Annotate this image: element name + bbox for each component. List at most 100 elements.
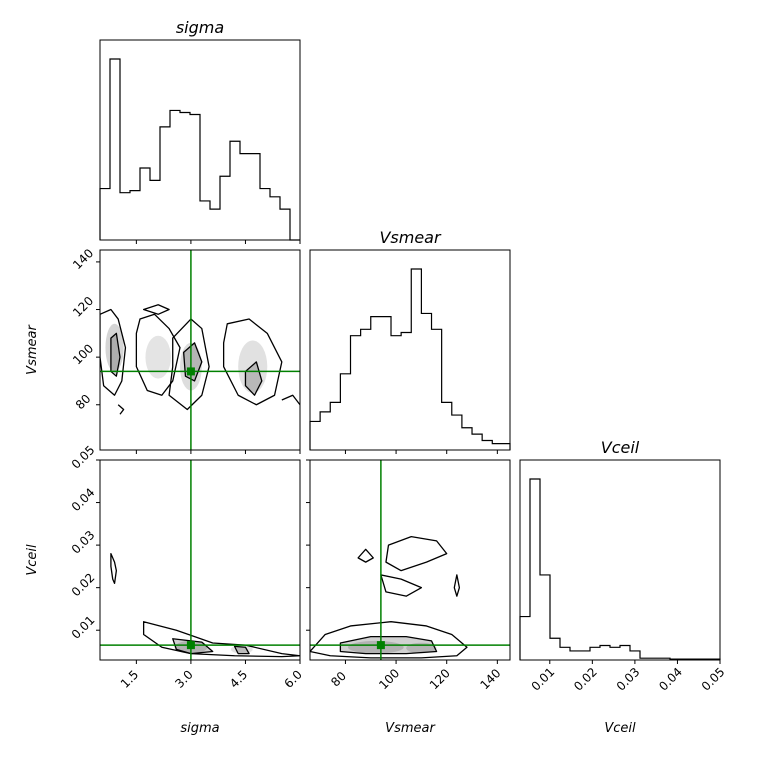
panel-title: Vsmear — [379, 228, 442, 247]
contour-line — [222, 318, 283, 406]
y-tick-label: 100 — [70, 341, 96, 367]
density-layer — [310, 535, 468, 659]
density-blob — [145, 335, 171, 379]
histogram-bar — [492, 444, 502, 450]
panel-frame — [99, 249, 301, 451]
contour-line — [142, 621, 300, 658]
density-layer — [110, 552, 300, 658]
x-axis-label: Vceil — [604, 721, 636, 736]
x-tick-label: 140 — [477, 666, 503, 692]
y-tick-label: 0.04 — [69, 485, 98, 514]
y-axis-label: Vceil — [25, 544, 40, 576]
x-tick-label: 3.0 — [172, 667, 195, 690]
panel-title: Vceil — [601, 438, 640, 457]
density-blob — [347, 640, 404, 654]
x-tick-label: 0.05 — [699, 665, 728, 694]
histogram-bar — [230, 141, 240, 240]
histogram-bar — [180, 112, 190, 240]
contour-line — [357, 548, 374, 563]
histogram-step-line — [309, 268, 511, 450]
histogram-bar — [620, 646, 630, 660]
x-axis-label: Vsmear — [385, 721, 436, 736]
histogram-bar — [462, 428, 472, 450]
x-tick-label: 4.5 — [227, 667, 250, 690]
histogram-bar — [310, 421, 320, 450]
x-tick-label: 0.04 — [656, 665, 685, 694]
histogram-bar — [160, 127, 170, 240]
histogram-bar — [351, 336, 361, 450]
histogram-bar — [140, 168, 150, 240]
panel-vceil-hist: Vceil 0.01 0.02 0.03 0.04 0.05 Vceil — [519, 438, 728, 736]
contour-line — [142, 304, 170, 315]
contour-line — [100, 308, 127, 396]
histogram-bar — [340, 374, 350, 450]
histogram-bar — [130, 191, 140, 240]
histogram-bar — [550, 638, 560, 660]
x-tick-label: 6.0 — [281, 667, 304, 690]
x-tick-label: 0.03 — [614, 665, 643, 694]
histogram-bar — [391, 336, 401, 450]
truth-marker — [186, 641, 195, 650]
histogram-bar — [250, 154, 260, 240]
contour-line — [233, 645, 250, 655]
x-axis-label: sigma — [180, 721, 219, 736]
histogram-bar — [540, 575, 550, 660]
contour-line — [310, 621, 468, 659]
y-axis-label: Vsmear — [25, 324, 40, 375]
histogram-bar — [590, 647, 600, 660]
contour-line — [117, 404, 125, 415]
histogram-bar — [520, 617, 530, 660]
panel-vsmear-hist: Vsmear — [309, 228, 511, 454]
panel-vceil-vs-sigma: 0.01 0.02 0.03 0.04 0.05 Vceil 1.5 3.0 4.5 6.0 sig… — [25, 443, 305, 736]
histogram-bar — [452, 415, 462, 450]
histogram-bar — [100, 189, 110, 240]
panel-frame — [519, 459, 721, 661]
histogram-bar — [371, 317, 381, 450]
y-tick-label: 0.05 — [69, 443, 98, 472]
histogram-bar — [600, 646, 610, 660]
histogram-bar — [472, 434, 482, 450]
histogram-bar — [502, 444, 510, 450]
histogram-bar — [381, 317, 391, 450]
contour-line — [110, 332, 121, 377]
histogram-bar — [270, 197, 280, 240]
contour-line — [168, 318, 210, 411]
x-tick-label: 120 — [427, 666, 453, 692]
panel-title: sigma — [176, 18, 224, 37]
histogram-bar — [240, 154, 250, 240]
histogram-bar — [560, 647, 570, 660]
y-tick-label: 0.02 — [69, 570, 98, 599]
contour-line — [385, 535, 448, 572]
x-tick-label: 1.5 — [118, 667, 141, 690]
histogram-step-line — [519, 478, 721, 660]
contour-line — [281, 394, 300, 406]
histogram-bar — [630, 651, 640, 660]
panel-vceil-vs-vsmear: 80 100 120 140 Vsmear — [306, 459, 511, 736]
panel-frame — [309, 459, 511, 661]
histogram-bar — [421, 313, 431, 450]
histogram-bar — [401, 333, 411, 450]
contour-line — [110, 552, 118, 585]
histogram-step-line — [99, 58, 300, 241]
truth-marker — [376, 641, 385, 650]
panel-frame — [99, 39, 301, 241]
x-tick-label: 100 — [376, 666, 402, 692]
panel-frame — [99, 459, 301, 661]
contour-line — [453, 574, 461, 597]
y-tick-label: 0.03 — [69, 528, 98, 557]
panel-frame — [309, 249, 511, 451]
contour-line — [244, 361, 263, 396]
histogram-bar — [361, 329, 371, 450]
histogram-bar — [260, 189, 270, 240]
x-tick-label: 80 — [328, 669, 349, 690]
y-tick-label: 0.01 — [69, 613, 98, 642]
panel-sigma-hist: sigma — [99, 18, 301, 244]
histogram-bar — [482, 440, 492, 450]
histogram-bar — [411, 269, 421, 450]
histogram-bar — [432, 329, 442, 450]
histogram-bar — [580, 651, 590, 660]
histogram-bar — [330, 402, 340, 450]
x-tick-label: 0.01 — [529, 665, 558, 694]
histogram-bar — [110, 59, 120, 240]
